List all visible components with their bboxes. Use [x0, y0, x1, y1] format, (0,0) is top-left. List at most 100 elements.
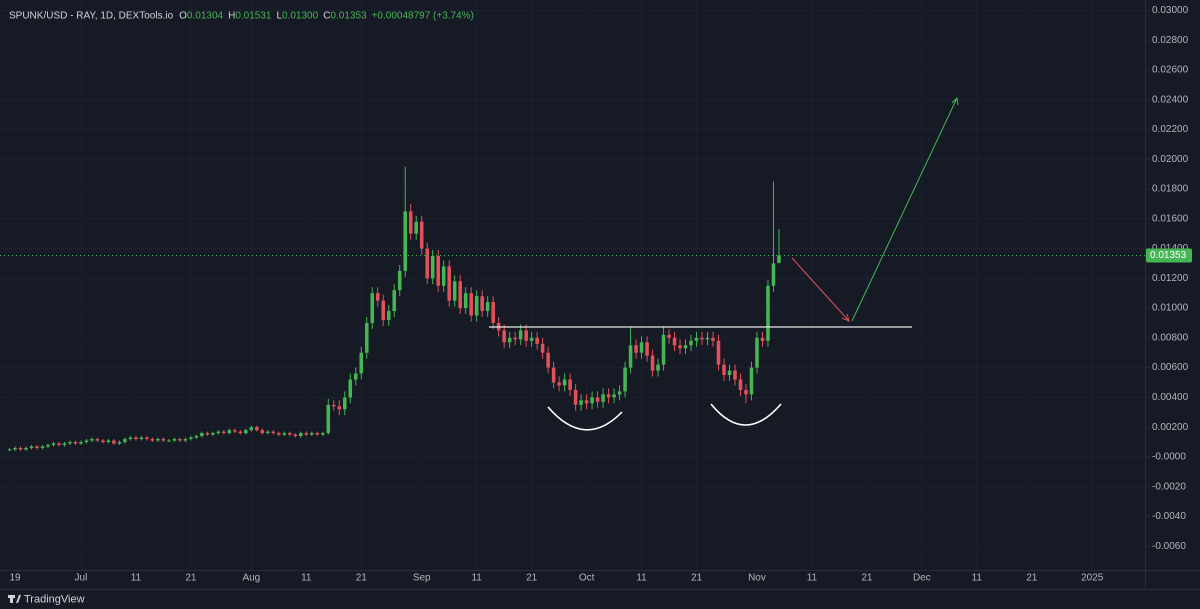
- candle-body: [700, 337, 704, 340]
- candle-body: [211, 433, 215, 435]
- candle-body: [139, 437, 144, 440]
- cup-curve: [710, 403, 782, 426]
- candle-body: [359, 352, 364, 374]
- candle-body: [35, 446, 39, 448]
- candle-body: [397, 270, 402, 291]
- candle-body: [535, 337, 539, 344]
- candle-body: [222, 431, 226, 434]
- candle-body: [480, 296, 484, 312]
- candle-body: [29, 446, 34, 448]
- candle-body: [392, 290, 397, 312]
- candle-body: [689, 340, 693, 346]
- logo-mark: [16, 595, 21, 603]
- legend-value: 0.01304: [187, 11, 224, 22]
- legend: SPUNK/USD - RAY, 1D, DEXTools.io O 0.0130…: [9, 11, 474, 22]
- x-tick-label: 2025: [1081, 573, 1104, 584]
- candle-body: [694, 337, 699, 341]
- candle-body: [353, 373, 358, 380]
- candle-body: [216, 431, 221, 434]
- x-tick-label: 19: [9, 573, 21, 584]
- candle-body: [738, 379, 743, 390]
- legend-value: 0.01300: [282, 11, 319, 22]
- y-tick-label: 0.01000: [1152, 303, 1189, 314]
- y-tick-label: 0.02800: [1152, 35, 1189, 46]
- candle-body: [590, 397, 594, 404]
- candle-body: [386, 311, 391, 320]
- candle-body: [244, 430, 248, 434]
- candle-body: [733, 370, 737, 380]
- y-tick-label: 0.01800: [1152, 184, 1189, 195]
- candle-body: [414, 221, 419, 234]
- y-tick-label: -0.0020: [1152, 481, 1186, 492]
- candle-body: [364, 322, 369, 353]
- candle-body: [524, 330, 528, 341]
- candle-body: [101, 440, 105, 443]
- x-tick-label: 11: [972, 573, 983, 584]
- candle-body: [342, 397, 347, 410]
- candle-body: [606, 394, 611, 398]
- legend-change: +0.00048797 (+3.74%): [372, 11, 474, 22]
- candle-body: [513, 337, 517, 340]
- candle-body: [507, 337, 512, 343]
- y-tick-label: 0.00200: [1152, 422, 1189, 433]
- y-tick-label: 0.02600: [1152, 65, 1189, 76]
- logo-mark: [10, 595, 13, 603]
- candle-body: [628, 345, 633, 368]
- candle-body: [233, 430, 237, 432]
- x-tick-label: Sep: [413, 573, 431, 584]
- candle-body: [310, 433, 314, 435]
- x-tick-label: 11: [807, 573, 818, 584]
- candle-body: [650, 355, 655, 371]
- candle-body: [645, 342, 649, 356]
- candle-body: [502, 330, 506, 343]
- x-tick-label: 21: [1026, 573, 1038, 584]
- candle-body: [540, 343, 545, 353]
- last-price-label: 0.01353: [1150, 250, 1187, 261]
- x-tick-label: Oct: [579, 573, 595, 584]
- candle-body: [546, 352, 550, 368]
- candle-body: [705, 337, 710, 340]
- candle-body: [134, 437, 138, 440]
- candle-body: [84, 440, 89, 443]
- candle-body: [128, 437, 133, 440]
- candle-body: [337, 406, 342, 410]
- y-tick-label: 0.01200: [1152, 273, 1189, 284]
- y-tick-label: -0.0000: [1152, 452, 1186, 463]
- candle-body: [469, 293, 473, 316]
- candle-body: [474, 296, 479, 316]
- candle-body: [167, 440, 171, 442]
- candle-body: [491, 302, 495, 323]
- candle-body: [156, 439, 160, 441]
- candle-body: [194, 436, 199, 438]
- candle-body: [227, 430, 232, 434]
- legend-label: C: [323, 11, 330, 22]
- y-tick-label: 0.02400: [1152, 94, 1189, 105]
- candle-body: [249, 427, 254, 431]
- candle-body: [518, 330, 523, 340]
- cup-curve: [547, 406, 623, 431]
- candle-body: [436, 255, 440, 286]
- candle-body: [617, 391, 622, 395]
- candle-body: [551, 367, 556, 383]
- candle-body: [238, 431, 243, 434]
- candle-body: [375, 293, 380, 301]
- y-tick-label: -0.0060: [1152, 541, 1186, 552]
- symbol: SPUNK/USD - RAY, 1D, DEXTools.io: [9, 11, 174, 22]
- legend-label: H: [228, 11, 235, 22]
- candle-body: [408, 211, 413, 234]
- candle-body: [584, 400, 589, 404]
- y-tick-label: 0.02200: [1152, 124, 1189, 135]
- candles: [7, 166, 781, 451]
- candle-body: [447, 266, 451, 301]
- x-tick-label: 21: [691, 573, 703, 584]
- candle-body: [595, 397, 600, 402]
- arrow-down: [791, 257, 850, 322]
- candle-body: [331, 404, 336, 407]
- candle-body: [51, 443, 56, 445]
- candle-body: [579, 400, 583, 405]
- candle-body: [260, 430, 265, 434]
- y-tick-label: 0.00400: [1152, 392, 1189, 403]
- candle-body: [145, 437, 149, 440]
